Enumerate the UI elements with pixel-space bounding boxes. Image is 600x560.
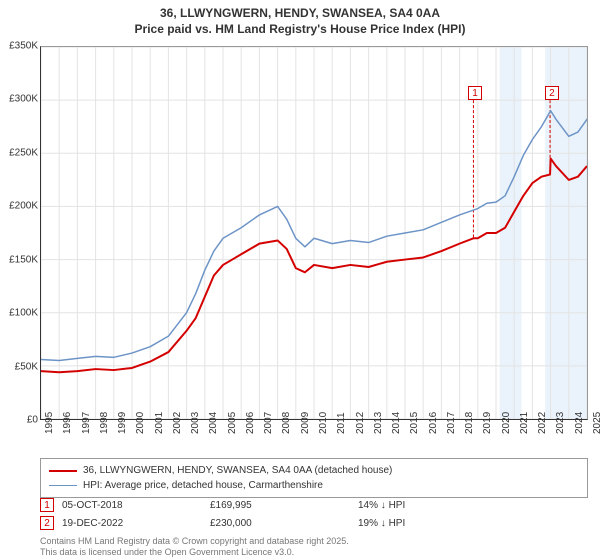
x-tick-label: 2007 (263, 412, 274, 434)
x-tick-label: 2005 (227, 412, 238, 434)
sale-row-2: 2 19-DEC-2022 £230,000 19% ↓ HPI (40, 516, 588, 530)
sale-marker-1: 1 (40, 498, 54, 512)
sale-marker-2: 2 (40, 516, 54, 530)
x-tick-label: 2012 (355, 412, 366, 434)
legend-item-hpi: HPI: Average price, detached house, Carm… (49, 478, 579, 493)
x-tick-label: 2019 (482, 412, 493, 434)
legend-item-price: 36, LLWYNGWERN, HENDY, SWANSEA, SA4 0AA … (49, 463, 579, 478)
legend: 36, LLWYNGWERN, HENDY, SWANSEA, SA4 0AA … (40, 458, 588, 498)
x-tick-label: 2008 (281, 412, 292, 434)
x-tick-label: 2013 (373, 412, 384, 434)
x-tick-label: 2001 (154, 412, 165, 434)
licence-line-2: This data is licensed under the Open Gov… (40, 547, 588, 558)
x-tick-label: 2021 (519, 412, 530, 434)
x-tick-label: 2011 (336, 412, 347, 434)
title-line-1: 36, LLWYNGWERN, HENDY, SWANSEA, SA4 0AA (0, 6, 600, 22)
x-tick-label: 2025 (592, 412, 600, 434)
y-tick-label: £250K (0, 147, 38, 158)
sale-price-2: £230,000 (210, 518, 350, 529)
chart-marker-1: 1 (468, 86, 482, 100)
x-tick-label: 1999 (117, 412, 128, 434)
x-tick-label: 1996 (62, 412, 73, 434)
chart-title-block: 36, LLWYNGWERN, HENDY, SWANSEA, SA4 0AA … (0, 0, 600, 37)
legend-swatch-price (49, 470, 77, 472)
y-tick-label: £50K (0, 361, 38, 372)
x-tick-label: 2022 (537, 412, 548, 434)
x-tick-label: 1998 (99, 412, 110, 434)
x-tick-label: 2024 (574, 412, 585, 434)
sale-price-1: £169,995 (210, 500, 350, 511)
y-tick-label: £200K (0, 201, 38, 212)
plot-area: 12 (40, 46, 588, 420)
x-tick-label: 2016 (428, 412, 439, 434)
x-tick-label: 2006 (245, 412, 256, 434)
y-tick-label: £0 (0, 415, 38, 426)
highlight-bands (500, 47, 587, 419)
x-tick-label: 2018 (464, 412, 475, 434)
x-tick-label: 2020 (501, 412, 512, 434)
legend-label-hpi: HPI: Average price, detached house, Carm… (83, 478, 323, 493)
y-tick-label: £350K (0, 41, 38, 52)
sale-date-1: 05-OCT-2018 (62, 500, 202, 511)
x-tick-label: 2010 (318, 412, 329, 434)
sales-table: 1 05-OCT-2018 £169,995 14% ↓ HPI 2 19-DE… (40, 498, 588, 534)
chart-container: 36, LLWYNGWERN, HENDY, SWANSEA, SA4 0AA … (0, 0, 600, 560)
x-tick-label: 1995 (44, 412, 55, 434)
sale-row-1: 1 05-OCT-2018 £169,995 14% ↓ HPI (40, 498, 588, 512)
licence-text: Contains HM Land Registry data © Crown c… (40, 536, 588, 558)
x-tick-label: 2017 (446, 412, 457, 434)
sale-delta-2: 19% ↓ HPI (358, 518, 498, 529)
x-tick-label: 2015 (409, 412, 420, 434)
y-tick-label: £100K (0, 308, 38, 319)
chart-marker-2: 2 (545, 86, 559, 100)
x-tick-label: 2009 (300, 412, 311, 434)
x-tick-label: 2014 (391, 412, 402, 434)
x-tick-label: 2002 (172, 412, 183, 434)
x-tick-label: 2004 (208, 412, 219, 434)
sale-date-2: 19-DEC-2022 (62, 518, 202, 529)
y-tick-label: £150K (0, 254, 38, 265)
x-tick-label: 2003 (190, 412, 201, 434)
y-tick-label: £300K (0, 94, 38, 105)
legend-label-price: 36, LLWYNGWERN, HENDY, SWANSEA, SA4 0AA … (83, 463, 392, 478)
x-tick-label: 2023 (555, 412, 566, 434)
licence-line-1: Contains HM Land Registry data © Crown c… (40, 536, 588, 547)
title-line-2: Price paid vs. HM Land Registry's House … (0, 22, 600, 38)
plot-svg (41, 47, 587, 419)
x-tick-label: 1997 (81, 412, 92, 434)
sale-delta-1: 14% ↓ HPI (358, 500, 498, 511)
x-tick-label: 2000 (135, 412, 146, 434)
legend-swatch-hpi (49, 485, 77, 486)
